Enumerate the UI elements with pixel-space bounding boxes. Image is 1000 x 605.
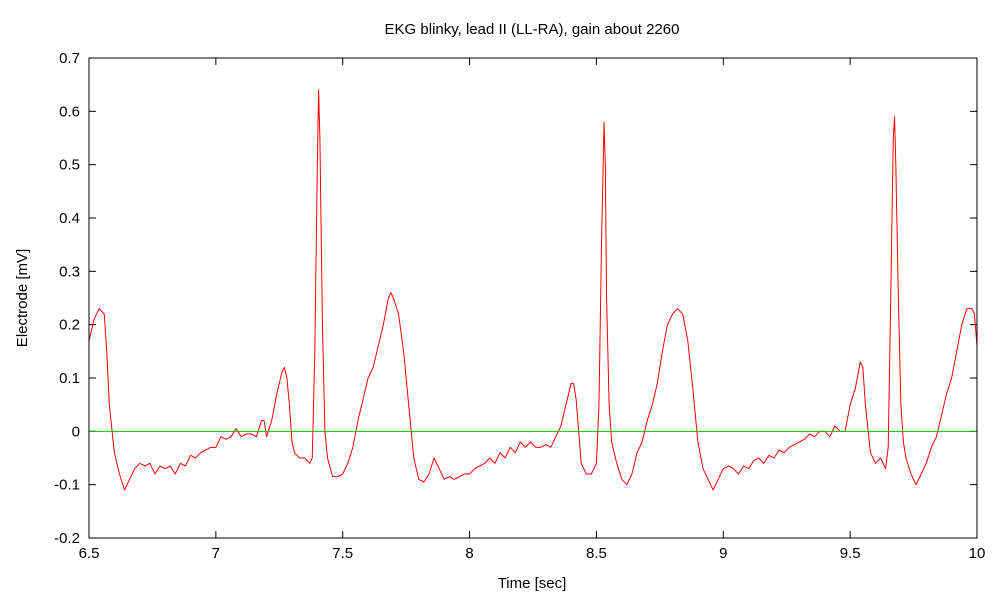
x-axis-label: Time [sec] <box>498 575 567 592</box>
y-tick-label: 0.7 <box>59 50 80 67</box>
y-tick-label: 0.3 <box>59 263 80 280</box>
x-tick-label: 8 <box>465 545 473 562</box>
y-tick-label: -0.2 <box>54 530 80 547</box>
signal-line <box>88 89 978 491</box>
y-tick-label: 0.6 <box>59 103 80 120</box>
x-tick-label: 7.5 <box>332 545 353 562</box>
x-tick-label: 9 <box>719 545 727 562</box>
y-tick-label: 0.4 <box>59 210 80 227</box>
x-tick-label: 7 <box>212 545 220 562</box>
x-tick-label: 8.5 <box>586 545 607 562</box>
x-tick-label: 10 <box>969 545 986 562</box>
y-tick-label: 0.2 <box>59 317 80 334</box>
y-tick-label: -0.1 <box>54 477 80 494</box>
plot-frame <box>88 57 978 539</box>
y-tick-label: 0.5 <box>59 157 80 174</box>
plot-series <box>88 89 978 491</box>
y-tick-label: 0.1 <box>59 370 80 387</box>
y-tick-label: 0 <box>72 423 80 440</box>
chart-title: EKG blinky, lead II (LL-RA), gain about … <box>385 21 680 38</box>
y-axis-label: Electrode [mV] <box>14 249 31 347</box>
axis-ticks: 6.5 7 7.5 8 8.5 9 9.5 10 -0.2 -0.1 0 0.1 0.2 0.3 0.4 0.… <box>54 50 985 562</box>
x-tick-label: 9.5 <box>840 545 861 562</box>
x-tick-label: 6.5 <box>79 545 100 562</box>
